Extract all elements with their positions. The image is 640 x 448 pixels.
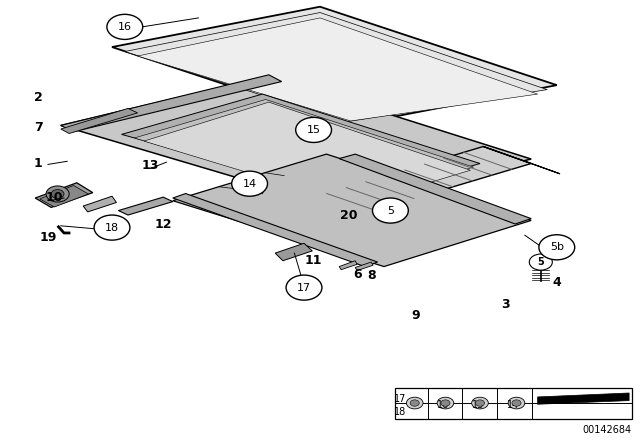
Text: 19: 19 — [39, 231, 57, 244]
Circle shape — [476, 400, 484, 406]
Circle shape — [232, 171, 268, 196]
Polygon shape — [275, 243, 312, 261]
Polygon shape — [339, 261, 357, 270]
Circle shape — [410, 400, 419, 406]
Text: 14: 14 — [243, 179, 257, 189]
Text: 7: 7 — [34, 121, 43, 134]
Text: 16: 16 — [436, 401, 449, 410]
Circle shape — [441, 400, 450, 406]
Polygon shape — [40, 185, 88, 207]
Circle shape — [94, 215, 130, 240]
Circle shape — [508, 397, 525, 409]
Text: 20: 20 — [340, 209, 358, 223]
Text: 5b: 5b — [550, 242, 564, 252]
Polygon shape — [138, 18, 538, 121]
Circle shape — [107, 14, 143, 39]
Circle shape — [406, 397, 423, 409]
Polygon shape — [134, 99, 474, 202]
Circle shape — [51, 190, 64, 198]
Text: 12: 12 — [154, 218, 172, 232]
Text: 11: 11 — [305, 254, 323, 267]
Text: 00142684: 00142684 — [582, 425, 632, 435]
Polygon shape — [61, 75, 282, 132]
Text: 5: 5 — [538, 257, 544, 267]
Text: 17: 17 — [394, 394, 406, 404]
Polygon shape — [112, 7, 557, 125]
Circle shape — [286, 275, 322, 300]
Polygon shape — [35, 183, 93, 207]
Text: 6: 6 — [353, 267, 362, 281]
Polygon shape — [483, 146, 560, 174]
Circle shape — [46, 186, 69, 202]
Polygon shape — [61, 76, 531, 206]
Polygon shape — [339, 154, 531, 224]
Polygon shape — [173, 154, 531, 267]
Polygon shape — [173, 194, 378, 267]
Text: 13: 13 — [141, 159, 159, 172]
Bar — [395, 388, 632, 419]
Text: 4: 4 — [552, 276, 561, 289]
Text: 15: 15 — [472, 401, 484, 410]
Polygon shape — [355, 262, 373, 271]
Text: 15: 15 — [307, 125, 321, 135]
Circle shape — [296, 117, 332, 142]
Circle shape — [512, 400, 521, 406]
Text: 17: 17 — [297, 283, 311, 293]
Polygon shape — [125, 13, 547, 122]
Text: 18: 18 — [394, 407, 406, 417]
Polygon shape — [118, 197, 173, 215]
Text: 1: 1 — [34, 157, 43, 170]
Text: 3: 3 — [501, 298, 510, 311]
Polygon shape — [61, 108, 138, 134]
Polygon shape — [144, 102, 470, 205]
Polygon shape — [83, 196, 116, 212]
Text: 2: 2 — [34, 91, 43, 104]
Circle shape — [539, 235, 575, 260]
Text: 18: 18 — [105, 223, 119, 233]
Circle shape — [437, 397, 454, 409]
Text: 8: 8 — [367, 268, 376, 282]
Polygon shape — [122, 94, 480, 199]
Text: 9: 9 — [412, 309, 420, 323]
Text: 5: 5 — [387, 206, 394, 215]
Circle shape — [472, 397, 488, 409]
Text: 10: 10 — [45, 190, 63, 204]
Polygon shape — [307, 146, 531, 216]
Text: 14: 14 — [507, 401, 520, 410]
Text: 16: 16 — [118, 22, 132, 32]
Circle shape — [372, 198, 408, 223]
Circle shape — [529, 254, 552, 270]
Polygon shape — [538, 393, 629, 404]
